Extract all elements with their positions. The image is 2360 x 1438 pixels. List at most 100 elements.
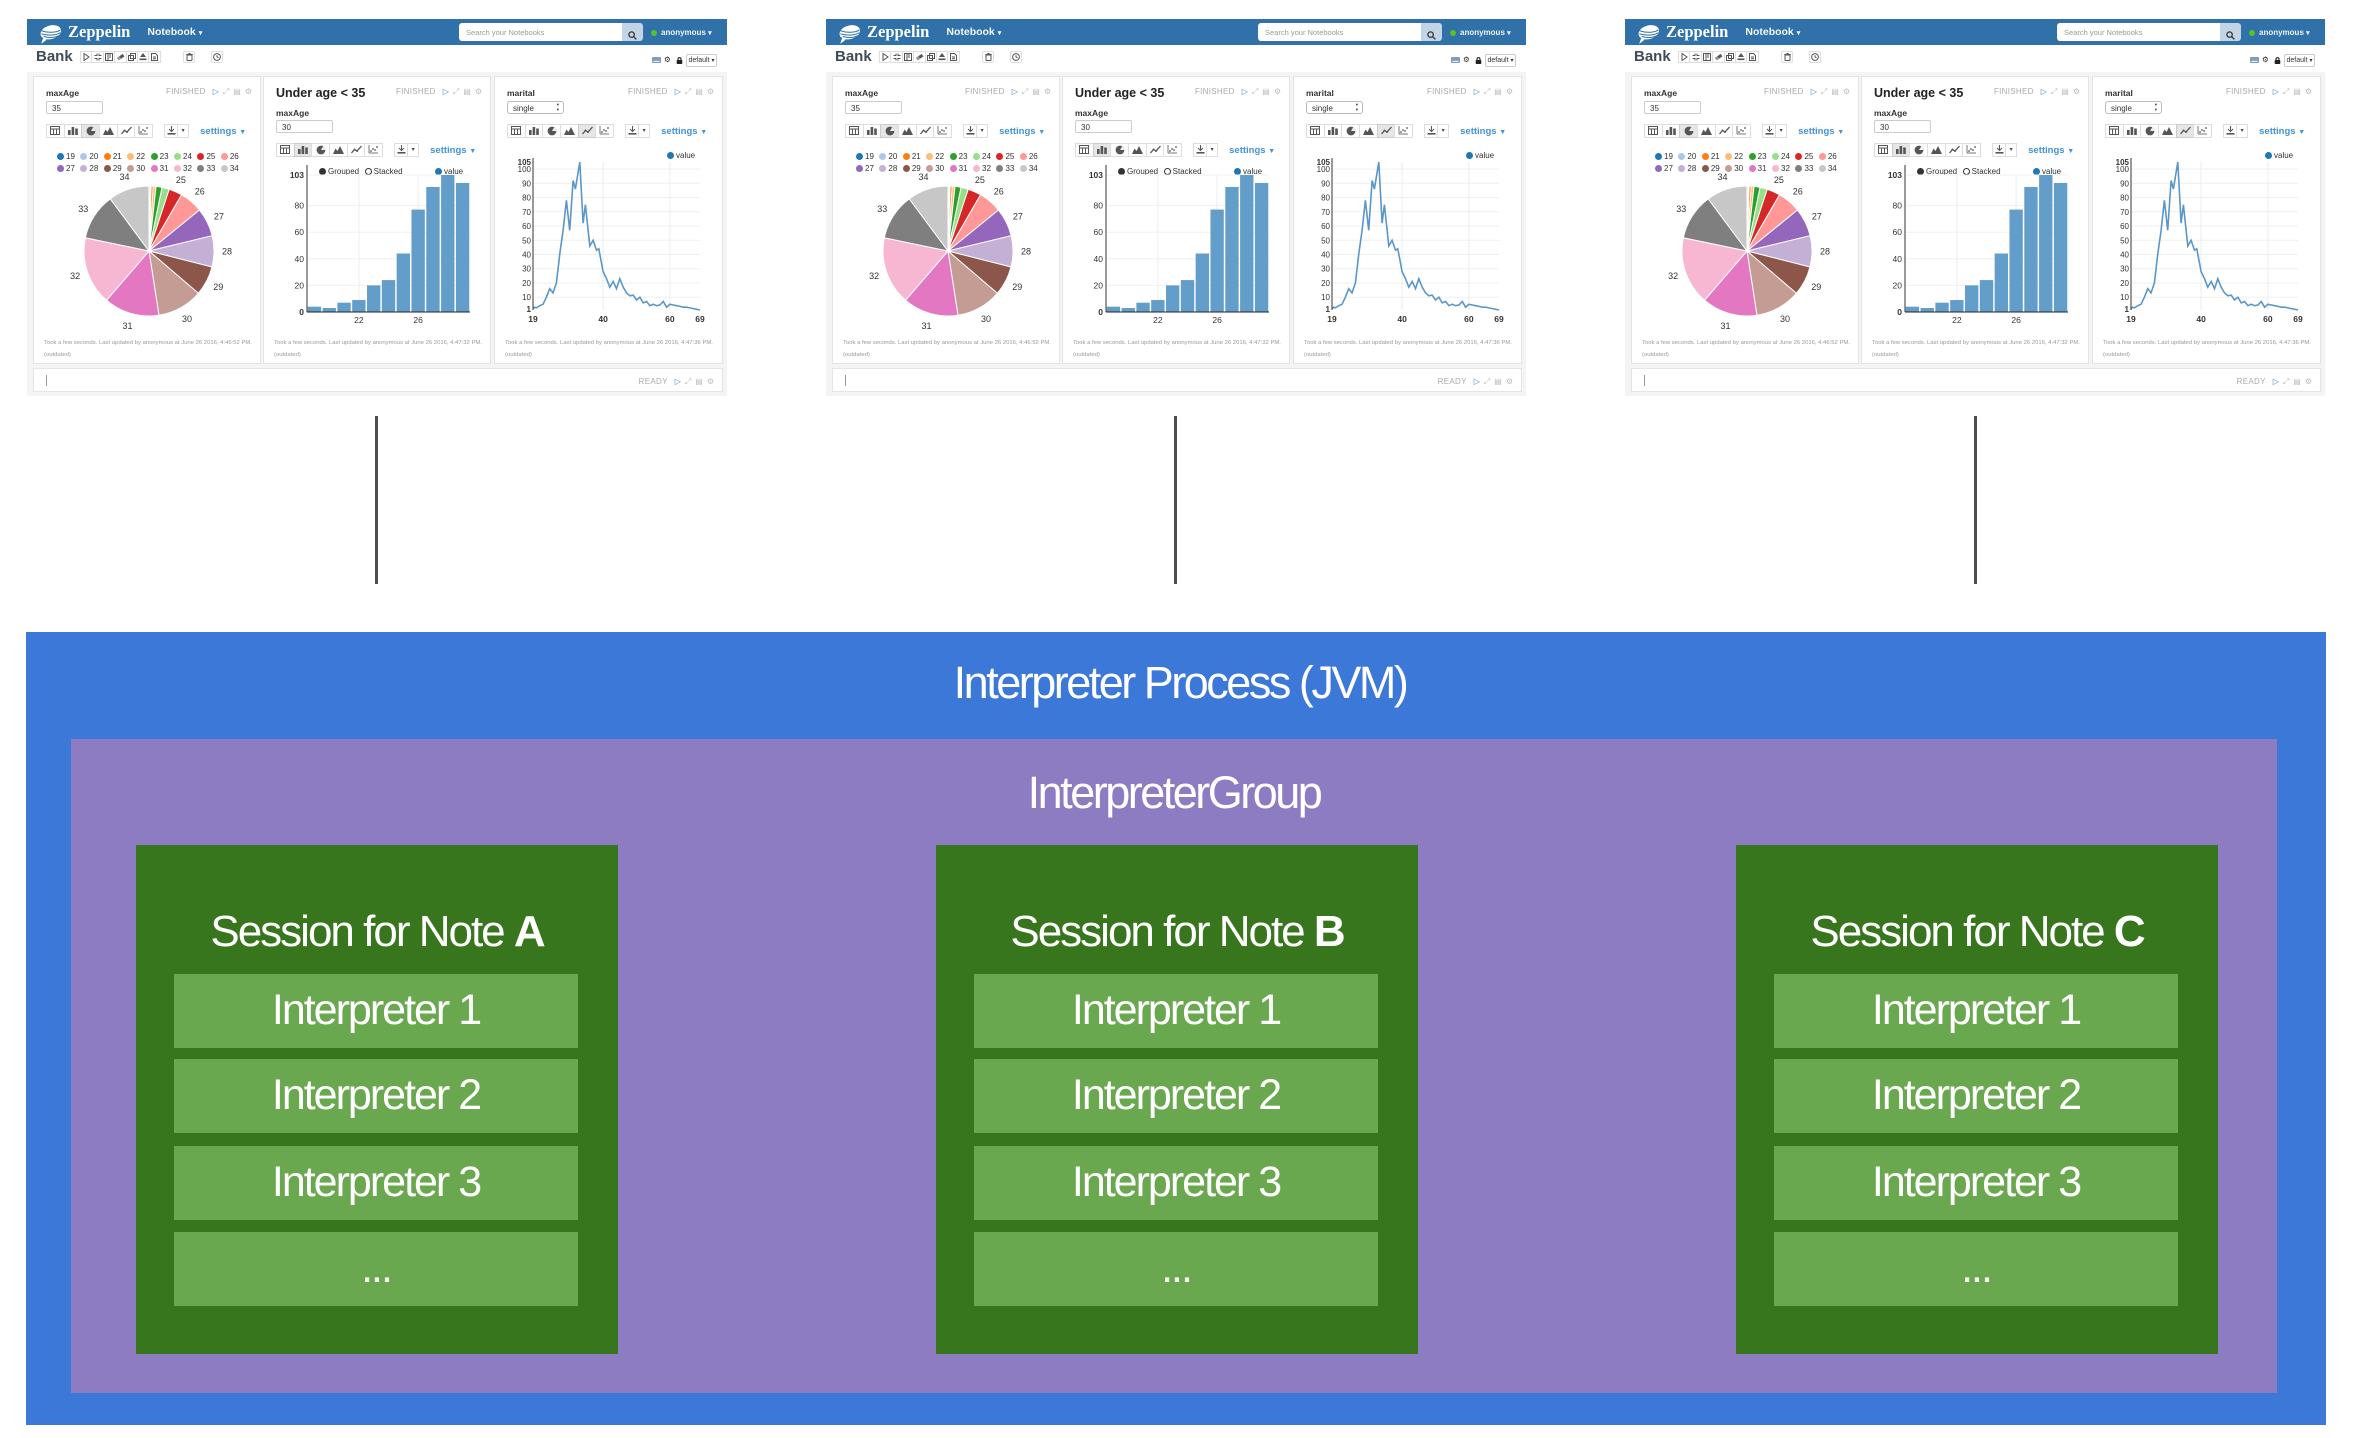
svg-text:90: 90 <box>1321 179 1330 188</box>
svg-text:34: 34 <box>1717 172 1727 182</box>
svg-text:80: 80 <box>295 201 305 211</box>
svg-text:20: 20 <box>2120 279 2129 288</box>
svg-text:30: 30 <box>1780 314 1790 324</box>
svg-text:80: 80 <box>522 194 531 203</box>
svg-text:60: 60 <box>665 314 675 324</box>
svg-text:31: 31 <box>921 321 931 331</box>
svg-text:20: 20 <box>295 280 305 290</box>
svg-text:32: 32 <box>70 271 80 281</box>
svg-text:31: 31 <box>1720 321 1730 331</box>
svg-text:19: 19 <box>528 314 538 324</box>
svg-text:40: 40 <box>1397 314 1407 324</box>
svg-text:60: 60 <box>1094 227 1104 237</box>
svg-text:40: 40 <box>1094 254 1104 264</box>
svg-text:20: 20 <box>1094 280 1104 290</box>
svg-text:30: 30 <box>522 265 531 274</box>
svg-text:80: 80 <box>1094 201 1104 211</box>
svg-text:40: 40 <box>2196 314 2206 324</box>
svg-text:80: 80 <box>2120 194 2129 203</box>
svg-text:60: 60 <box>295 227 305 237</box>
svg-text:10: 10 <box>522 293 531 302</box>
svg-text:28: 28 <box>1820 247 1830 257</box>
svg-text:27: 27 <box>1013 211 1023 221</box>
svg-text:19: 19 <box>1327 314 1337 324</box>
svg-text:34: 34 <box>918 172 928 182</box>
svg-text:0: 0 <box>1098 307 1103 317</box>
svg-text:25: 25 <box>176 175 186 185</box>
svg-text:60: 60 <box>2120 222 2129 231</box>
svg-text:30: 30 <box>981 314 991 324</box>
svg-text:28: 28 <box>222 247 232 257</box>
svg-text:80: 80 <box>1321 194 1330 203</box>
svg-text:26: 26 <box>2011 315 2021 325</box>
svg-text:50: 50 <box>522 236 531 245</box>
svg-text:1: 1 <box>1326 305 1331 314</box>
svg-text:90: 90 <box>522 179 531 188</box>
svg-text:103: 103 <box>290 170 304 180</box>
svg-text:29: 29 <box>1012 282 1022 292</box>
svg-text:60: 60 <box>2263 314 2273 324</box>
svg-text:0: 0 <box>299 307 304 317</box>
svg-text:50: 50 <box>1321 236 1330 245</box>
svg-text:100: 100 <box>518 165 532 174</box>
svg-text:60: 60 <box>522 222 531 231</box>
svg-text:103: 103 <box>1888 170 1902 180</box>
svg-text:69: 69 <box>2293 314 2303 324</box>
svg-text:60: 60 <box>1321 222 1330 231</box>
svg-text:33: 33 <box>877 204 887 214</box>
svg-text:33: 33 <box>1676 204 1686 214</box>
svg-text:10: 10 <box>2120 293 2129 302</box>
svg-text:29: 29 <box>1811 282 1821 292</box>
svg-text:40: 40 <box>295 254 305 264</box>
svg-text:34: 34 <box>119 172 129 182</box>
svg-text:103: 103 <box>1089 170 1103 180</box>
svg-text:50: 50 <box>2120 236 2129 245</box>
svg-text:105: 105 <box>1317 158 1331 167</box>
svg-text:26: 26 <box>994 187 1004 197</box>
svg-text:105: 105 <box>518 158 532 167</box>
svg-text:1: 1 <box>527 305 532 314</box>
svg-text:20: 20 <box>522 279 531 288</box>
svg-text:20: 20 <box>1893 280 1903 290</box>
svg-text:30: 30 <box>2120 265 2129 274</box>
svg-text:30: 30 <box>182 314 192 324</box>
svg-text:0: 0 <box>1897 307 1902 317</box>
svg-text:80: 80 <box>1893 201 1903 211</box>
svg-text:30: 30 <box>1321 265 1330 274</box>
svg-text:27: 27 <box>214 211 224 221</box>
svg-text:27: 27 <box>1812 211 1822 221</box>
svg-text:22: 22 <box>354 315 364 325</box>
svg-text:25: 25 <box>975 175 985 185</box>
svg-text:40: 40 <box>1893 254 1903 264</box>
svg-text:26: 26 <box>1793 187 1803 197</box>
svg-text:29: 29 <box>213 282 223 292</box>
svg-text:1: 1 <box>2125 305 2130 314</box>
svg-text:100: 100 <box>2116 165 2130 174</box>
svg-text:26: 26 <box>1212 315 1222 325</box>
svg-text:69: 69 <box>1494 314 1504 324</box>
svg-text:40: 40 <box>1321 251 1330 260</box>
svg-text:22: 22 <box>1153 315 1163 325</box>
svg-text:40: 40 <box>2120 251 2129 260</box>
svg-text:70: 70 <box>2120 208 2129 217</box>
svg-text:40: 40 <box>522 251 531 260</box>
svg-text:25: 25 <box>1774 175 1784 185</box>
svg-text:69: 69 <box>695 314 705 324</box>
svg-text:10: 10 <box>1321 293 1330 302</box>
svg-text:70: 70 <box>522 208 531 217</box>
svg-text:20: 20 <box>1321 279 1330 288</box>
svg-text:40: 40 <box>598 314 608 324</box>
svg-text:32: 32 <box>869 271 879 281</box>
svg-text:60: 60 <box>1464 314 1474 324</box>
svg-text:32: 32 <box>1668 271 1678 281</box>
svg-text:105: 105 <box>2116 158 2130 167</box>
svg-text:26: 26 <box>413 315 423 325</box>
svg-text:22: 22 <box>1952 315 1962 325</box>
svg-text:33: 33 <box>78 204 88 214</box>
svg-text:90: 90 <box>2120 179 2129 188</box>
svg-text:26: 26 <box>195 187 205 197</box>
svg-text:70: 70 <box>1321 208 1330 217</box>
svg-text:19: 19 <box>2126 314 2136 324</box>
svg-text:100: 100 <box>1317 165 1331 174</box>
svg-text:60: 60 <box>1893 227 1903 237</box>
